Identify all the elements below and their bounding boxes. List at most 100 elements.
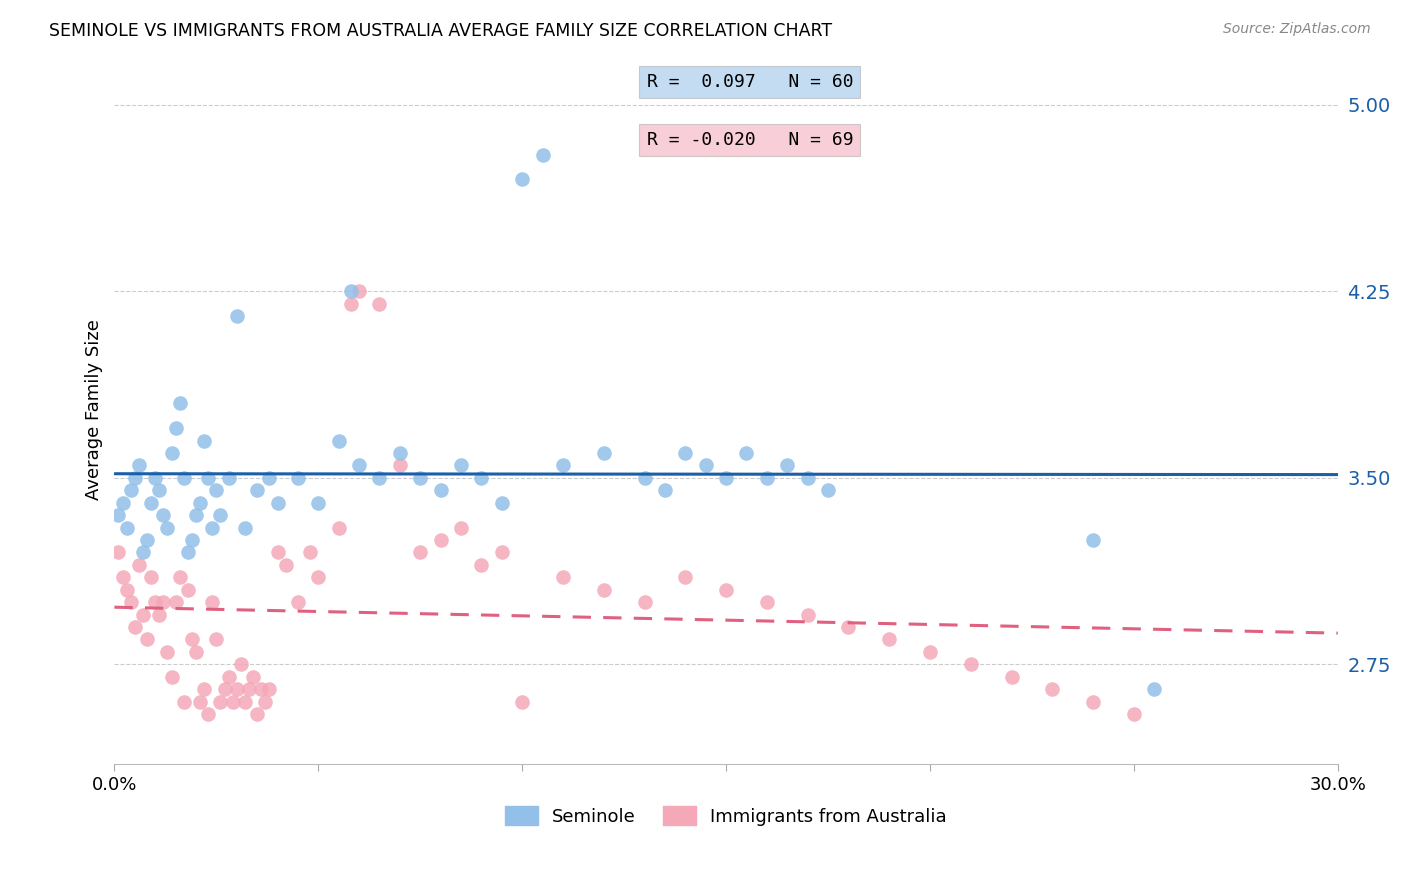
- Point: [735, 446, 758, 460]
- Point: [143, 471, 166, 485]
- Point: [340, 297, 363, 311]
- Point: [160, 670, 183, 684]
- Point: [156, 520, 179, 534]
- Point: [132, 607, 155, 622]
- Point: [531, 147, 554, 161]
- Point: [409, 471, 432, 485]
- Point: [307, 570, 329, 584]
- Point: [169, 570, 191, 584]
- Point: [347, 458, 370, 473]
- Point: [139, 496, 162, 510]
- Point: [136, 533, 159, 547]
- Point: [837, 620, 859, 634]
- Point: [143, 595, 166, 609]
- Point: [1081, 533, 1104, 547]
- Point: [214, 682, 236, 697]
- Point: [165, 595, 187, 609]
- Point: [188, 496, 211, 510]
- Point: [592, 446, 614, 460]
- Point: [551, 570, 574, 584]
- Point: [796, 607, 818, 622]
- Point: [1143, 682, 1166, 697]
- Point: [128, 458, 150, 473]
- Point: [148, 607, 170, 622]
- Point: [233, 520, 256, 534]
- Point: [491, 545, 513, 559]
- Point: [551, 458, 574, 473]
- Point: [205, 483, 228, 498]
- Point: [184, 508, 207, 523]
- Point: [173, 695, 195, 709]
- Point: [184, 645, 207, 659]
- Y-axis label: Average Family Size: Average Family Size: [86, 319, 103, 500]
- Point: [201, 595, 224, 609]
- Point: [132, 545, 155, 559]
- Point: [152, 595, 174, 609]
- Point: [287, 595, 309, 609]
- Point: [266, 545, 288, 559]
- Point: [274, 558, 297, 572]
- Point: [218, 670, 240, 684]
- Point: [120, 595, 142, 609]
- Point: [510, 695, 533, 709]
- Point: [124, 620, 146, 634]
- Point: [229, 657, 252, 672]
- Point: [233, 695, 256, 709]
- Point: [776, 458, 799, 473]
- Point: [673, 570, 696, 584]
- Point: [714, 582, 737, 597]
- Point: [193, 434, 215, 448]
- Point: [714, 471, 737, 485]
- Point: [165, 421, 187, 435]
- Point: [1040, 682, 1063, 697]
- Point: [120, 483, 142, 498]
- Point: [169, 396, 191, 410]
- Point: [287, 471, 309, 485]
- Point: [242, 670, 264, 684]
- Point: [340, 285, 363, 299]
- Point: [491, 496, 513, 510]
- Point: [450, 520, 472, 534]
- Point: [197, 471, 219, 485]
- Point: [250, 682, 273, 697]
- Point: [266, 496, 288, 510]
- Point: [111, 570, 134, 584]
- Point: [160, 446, 183, 460]
- Point: [796, 471, 818, 485]
- Point: [197, 707, 219, 722]
- Point: [128, 558, 150, 572]
- Text: SEMINOLE VS IMMIGRANTS FROM AUSTRALIA AVERAGE FAMILY SIZE CORRELATION CHART: SEMINOLE VS IMMIGRANTS FROM AUSTRALIA AV…: [49, 22, 832, 40]
- Point: [225, 682, 247, 697]
- Point: [368, 297, 391, 311]
- Point: [173, 471, 195, 485]
- Point: [817, 483, 839, 498]
- Point: [115, 582, 138, 597]
- Point: [148, 483, 170, 498]
- Legend: Seminole, Immigrants from Australia: Seminole, Immigrants from Australia: [505, 806, 946, 826]
- Point: [633, 595, 655, 609]
- Point: [259, 471, 281, 485]
- Point: [695, 458, 717, 473]
- Point: [654, 483, 676, 498]
- Point: [201, 520, 224, 534]
- Point: [328, 520, 350, 534]
- Point: [388, 446, 411, 460]
- Point: [188, 695, 211, 709]
- Point: [633, 471, 655, 485]
- Point: [470, 558, 492, 572]
- Point: [470, 471, 492, 485]
- Point: [959, 657, 981, 672]
- Point: [221, 695, 243, 709]
- Point: [107, 545, 129, 559]
- Point: [177, 545, 200, 559]
- Point: [107, 508, 129, 523]
- Point: [177, 582, 200, 597]
- Point: [193, 682, 215, 697]
- Point: [152, 508, 174, 523]
- Point: [205, 632, 228, 647]
- Point: [209, 508, 232, 523]
- Point: [246, 483, 269, 498]
- Point: [409, 545, 432, 559]
- Point: [225, 310, 247, 324]
- Point: [180, 533, 202, 547]
